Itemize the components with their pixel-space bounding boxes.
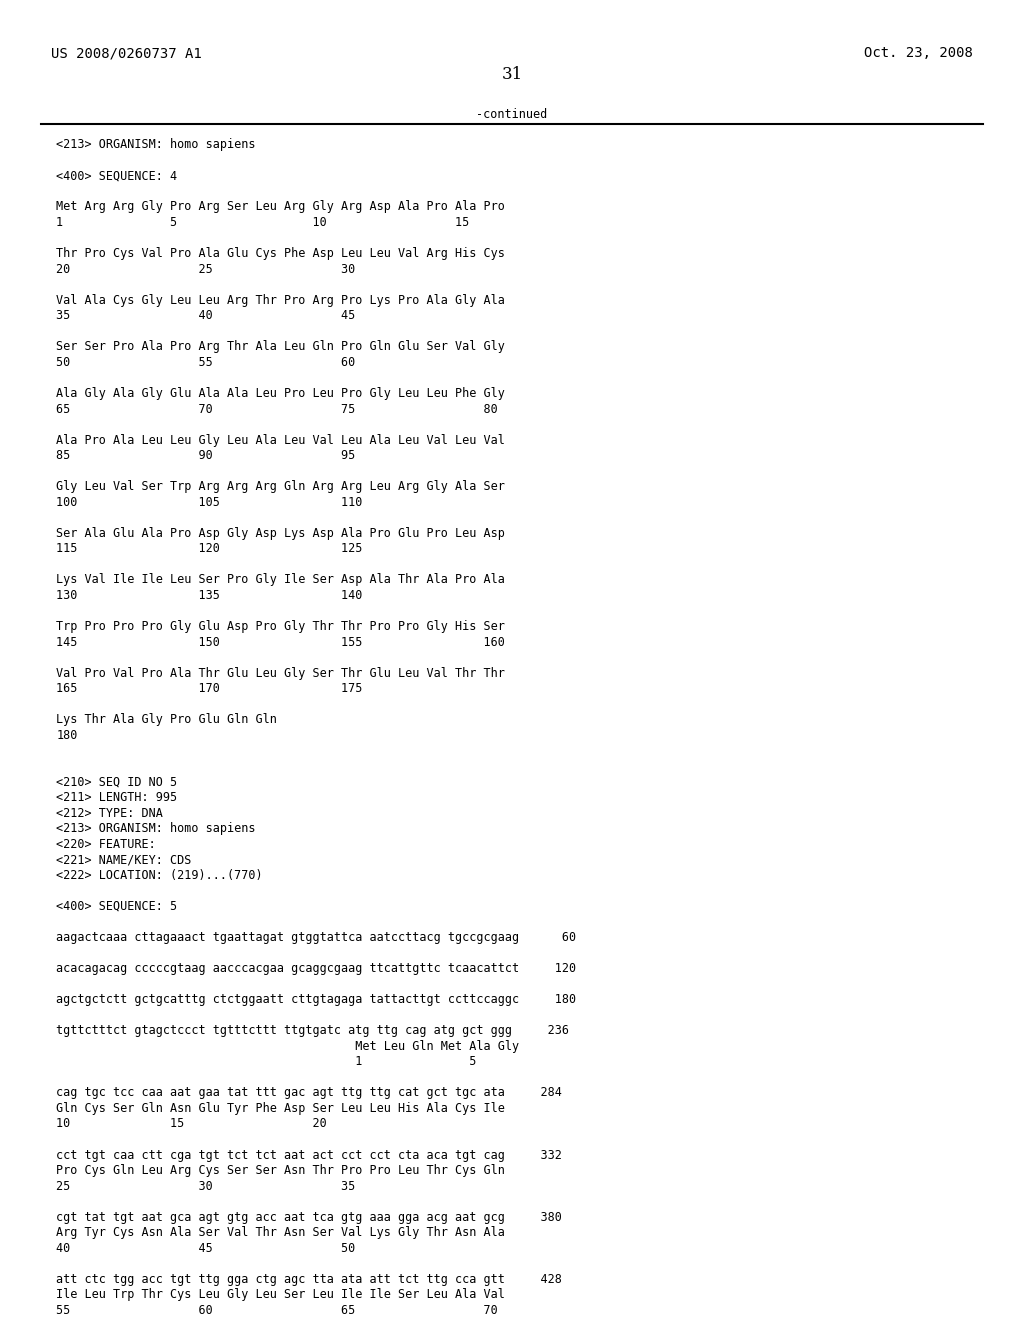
Text: 115                 120                 125: 115 120 125 [56,543,362,556]
Text: Met Arg Arg Gly Pro Arg Ser Leu Arg Gly Arg Asp Ala Pro Ala Pro: Met Arg Arg Gly Pro Arg Ser Leu Arg Gly … [56,201,505,214]
Text: US 2008/0260737 A1: US 2008/0260737 A1 [51,46,202,61]
Text: 20                  25                  30: 20 25 30 [56,263,355,276]
Text: att ctc tgg acc tgt ttg gga ctg agc tta ata att tct ttg cca gtt     428: att ctc tgg acc tgt ttg gga ctg agc tta … [56,1272,562,1286]
Text: aagactcaaa cttagaaact tgaattagat gtggtattca aatccttacg tgccgcgaag      60: aagactcaaa cttagaaact tgaattagat gtggtat… [56,931,577,944]
Text: <213> ORGANISM: homo sapiens: <213> ORGANISM: homo sapiens [56,139,256,152]
Text: <221> NAME/KEY: CDS: <221> NAME/KEY: CDS [56,853,191,866]
Text: 100                 105                 110: 100 105 110 [56,496,362,508]
Text: 145                 150                 155                 160: 145 150 155 160 [56,636,505,648]
Text: 55                  60                  65                  70: 55 60 65 70 [56,1304,498,1317]
Text: Lys Thr Ala Gly Pro Glu Gln Gln: Lys Thr Ala Gly Pro Glu Gln Gln [56,713,278,726]
Text: 130                 135                 140: 130 135 140 [56,589,362,602]
Text: <400> SEQUENCE: 5: <400> SEQUENCE: 5 [56,900,177,913]
Text: Pro Cys Gln Leu Arg Cys Ser Ser Asn Thr Pro Pro Leu Thr Cys Gln: Pro Cys Gln Leu Arg Cys Ser Ser Asn Thr … [56,1164,505,1177]
Text: Arg Tyr Cys Asn Ala Ser Val Thr Asn Ser Val Lys Gly Thr Asn Ala: Arg Tyr Cys Asn Ala Ser Val Thr Asn Ser … [56,1226,505,1239]
Text: <220> FEATURE:: <220> FEATURE: [56,838,156,850]
Text: Ser Ala Glu Ala Pro Asp Gly Asp Lys Asp Ala Pro Glu Pro Leu Asp: Ser Ala Glu Ala Pro Asp Gly Asp Lys Asp … [56,527,505,540]
Text: <211> LENGTH: 995: <211> LENGTH: 995 [56,791,177,804]
Text: Ala Pro Ala Leu Leu Gly Leu Ala Leu Val Leu Ala Leu Val Leu Val: Ala Pro Ala Leu Leu Gly Leu Ala Leu Val … [56,433,505,446]
Text: 25                  30                  35: 25 30 35 [56,1180,355,1193]
Text: 165                 170                 175: 165 170 175 [56,682,362,696]
Text: 1               5: 1 5 [56,1055,477,1068]
Text: Val Ala Cys Gly Leu Leu Arg Thr Pro Arg Pro Lys Pro Ala Gly Ala: Val Ala Cys Gly Leu Leu Arg Thr Pro Arg … [56,294,505,306]
Text: <400> SEQUENCE: 4: <400> SEQUENCE: 4 [56,169,177,182]
Text: cgt tat tgt aat gca agt gtg acc aat tca gtg aaa gga acg aat gcg     380: cgt tat tgt aat gca agt gtg acc aat tca … [56,1210,562,1224]
Text: 10              15                  20: 10 15 20 [56,1118,327,1130]
Text: Ser Ser Pro Ala Pro Arg Thr Ala Leu Gln Pro Gln Glu Ser Val Gly: Ser Ser Pro Ala Pro Arg Thr Ala Leu Gln … [56,341,505,354]
Text: cct tgt caa ctt cga tgt tct tct aat act cct cct cta aca tgt cag     332: cct tgt caa ctt cga tgt tct tct aat act … [56,1148,562,1162]
Text: Trp Pro Pro Pro Gly Glu Asp Pro Gly Thr Thr Pro Pro Gly His Ser: Trp Pro Pro Pro Gly Glu Asp Pro Gly Thr … [56,620,505,634]
Text: 180: 180 [56,729,78,742]
Text: Ile Leu Trp Thr Cys Leu Gly Leu Ser Leu Ile Ile Ser Leu Ala Val: Ile Leu Trp Thr Cys Leu Gly Leu Ser Leu … [56,1288,505,1302]
Text: <212> TYPE: DNA: <212> TYPE: DNA [56,807,163,820]
Text: <213> ORGANISM: homo sapiens: <213> ORGANISM: homo sapiens [56,822,256,836]
Text: cag tgc tcc caa aat gaa tat ttt gac agt ttg ttg cat gct tgc ata     284: cag tgc tcc caa aat gaa tat ttt gac agt … [56,1086,562,1100]
Text: 35                  40                  45: 35 40 45 [56,309,355,322]
Text: Gln Cys Ser Gln Asn Glu Tyr Phe Asp Ser Leu Leu His Ala Cys Ile: Gln Cys Ser Gln Asn Glu Tyr Phe Asp Ser … [56,1102,505,1115]
Text: 65                  70                  75                  80: 65 70 75 80 [56,403,498,416]
Text: <222> LOCATION: (219)...(770): <222> LOCATION: (219)...(770) [56,869,263,882]
Text: 40                  45                  50: 40 45 50 [56,1242,355,1255]
Text: Met Leu Gln Met Ala Gly: Met Leu Gln Met Ala Gly [56,1040,519,1053]
Text: Oct. 23, 2008: Oct. 23, 2008 [864,46,973,61]
Text: Gly Leu Val Ser Trp Arg Arg Arg Gln Arg Arg Leu Arg Gly Ala Ser: Gly Leu Val Ser Trp Arg Arg Arg Gln Arg … [56,480,505,494]
Text: 50                  55                  60: 50 55 60 [56,356,355,368]
Text: <210> SEQ ID NO 5: <210> SEQ ID NO 5 [56,776,177,788]
Text: Ala Gly Ala Gly Glu Ala Ala Leu Pro Leu Pro Gly Leu Leu Phe Gly: Ala Gly Ala Gly Glu Ala Ala Leu Pro Leu … [56,387,505,400]
Text: 1               5                   10                  15: 1 5 10 15 [56,216,470,228]
Text: acacagacag cccccgtaag aacccacgaa gcaggcgaag ttcattgttc tcaacattct     120: acacagacag cccccgtaag aacccacgaa gcaggcg… [56,962,577,975]
Text: Lys Val Ile Ile Leu Ser Pro Gly Ile Ser Asp Ala Thr Ala Pro Ala: Lys Val Ile Ile Leu Ser Pro Gly Ile Ser … [56,573,505,586]
Text: 31: 31 [502,66,522,83]
Text: Thr Pro Cys Val Pro Ala Glu Cys Phe Asp Leu Leu Val Arg His Cys: Thr Pro Cys Val Pro Ala Glu Cys Phe Asp … [56,247,505,260]
Text: agctgctctt gctgcatttg ctctggaatt cttgtagaga tattacttgt ccttccaggc     180: agctgctctt gctgcatttg ctctggaatt cttgtag… [56,993,577,1006]
Text: -continued: -continued [476,108,548,121]
Text: Val Pro Val Pro Ala Thr Glu Leu Gly Ser Thr Glu Leu Val Thr Thr: Val Pro Val Pro Ala Thr Glu Leu Gly Ser … [56,667,505,680]
Text: tgttctttct gtagctccct tgtttcttt ttgtgatc atg ttg cag atg gct ggg     236: tgttctttct gtagctccct tgtttcttt ttgtgatc… [56,1024,569,1038]
Text: 85                  90                  95: 85 90 95 [56,449,355,462]
